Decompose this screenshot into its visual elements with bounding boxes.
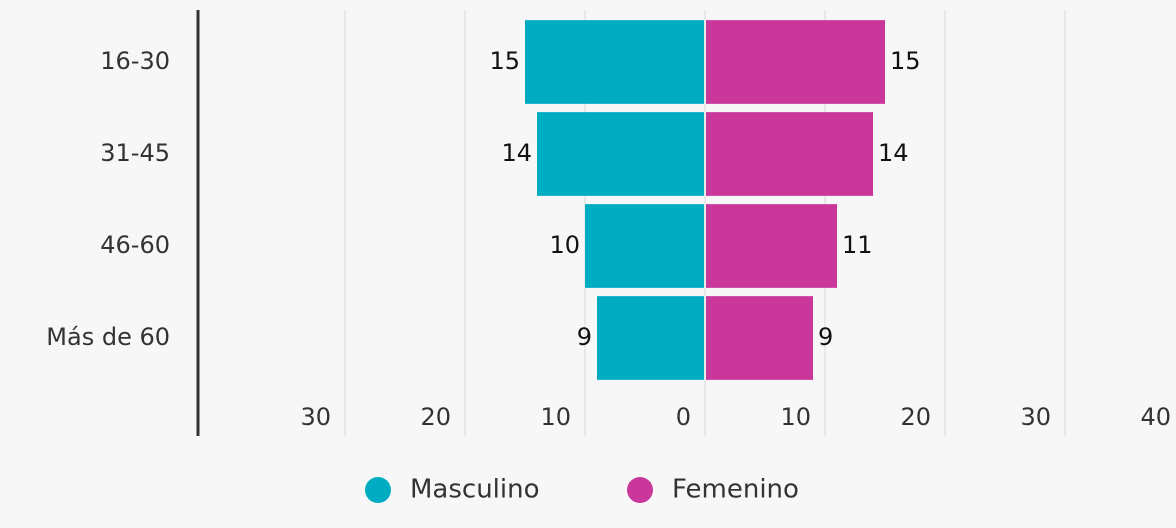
legend-label: Masculino — [410, 475, 540, 505]
bar — [597, 296, 704, 380]
data-label: 14 — [501, 139, 532, 167]
legend-swatch — [365, 477, 391, 503]
bar — [525, 20, 704, 104]
x-tick-label: 30 — [300, 403, 331, 431]
bar — [706, 204, 837, 288]
y-tick-label: 16-30 — [100, 47, 170, 75]
x-tick-label: 0 — [676, 403, 691, 431]
y-tick-label: 31-45 — [100, 139, 170, 167]
bar — [706, 296, 813, 380]
data-label: 9 — [577, 323, 592, 351]
x-tick-label: 10 — [780, 403, 811, 431]
bar — [585, 204, 704, 288]
data-label: 15 — [489, 47, 520, 75]
x-tick-label: 30 — [1020, 403, 1051, 431]
x-tick-label: 20 — [900, 403, 931, 431]
bar — [706, 20, 885, 104]
x-tick-label: 10 — [540, 403, 571, 431]
x-tick-label: 40 — [1140, 403, 1171, 431]
bar — [537, 112, 704, 196]
data-label: 15 — [890, 47, 921, 75]
bar — [706, 112, 873, 196]
y-tick-label: 46-60 — [100, 231, 170, 259]
data-label: 14 — [878, 139, 909, 167]
x-tick-label: 20 — [420, 403, 451, 431]
legend-label: Femenino — [672, 475, 799, 505]
data-label: 10 — [549, 231, 580, 259]
y-tick-label: Más de 60 — [46, 323, 170, 351]
legend-swatch — [627, 477, 653, 503]
data-label: 11 — [842, 231, 873, 259]
data-label: 9 — [818, 323, 833, 351]
